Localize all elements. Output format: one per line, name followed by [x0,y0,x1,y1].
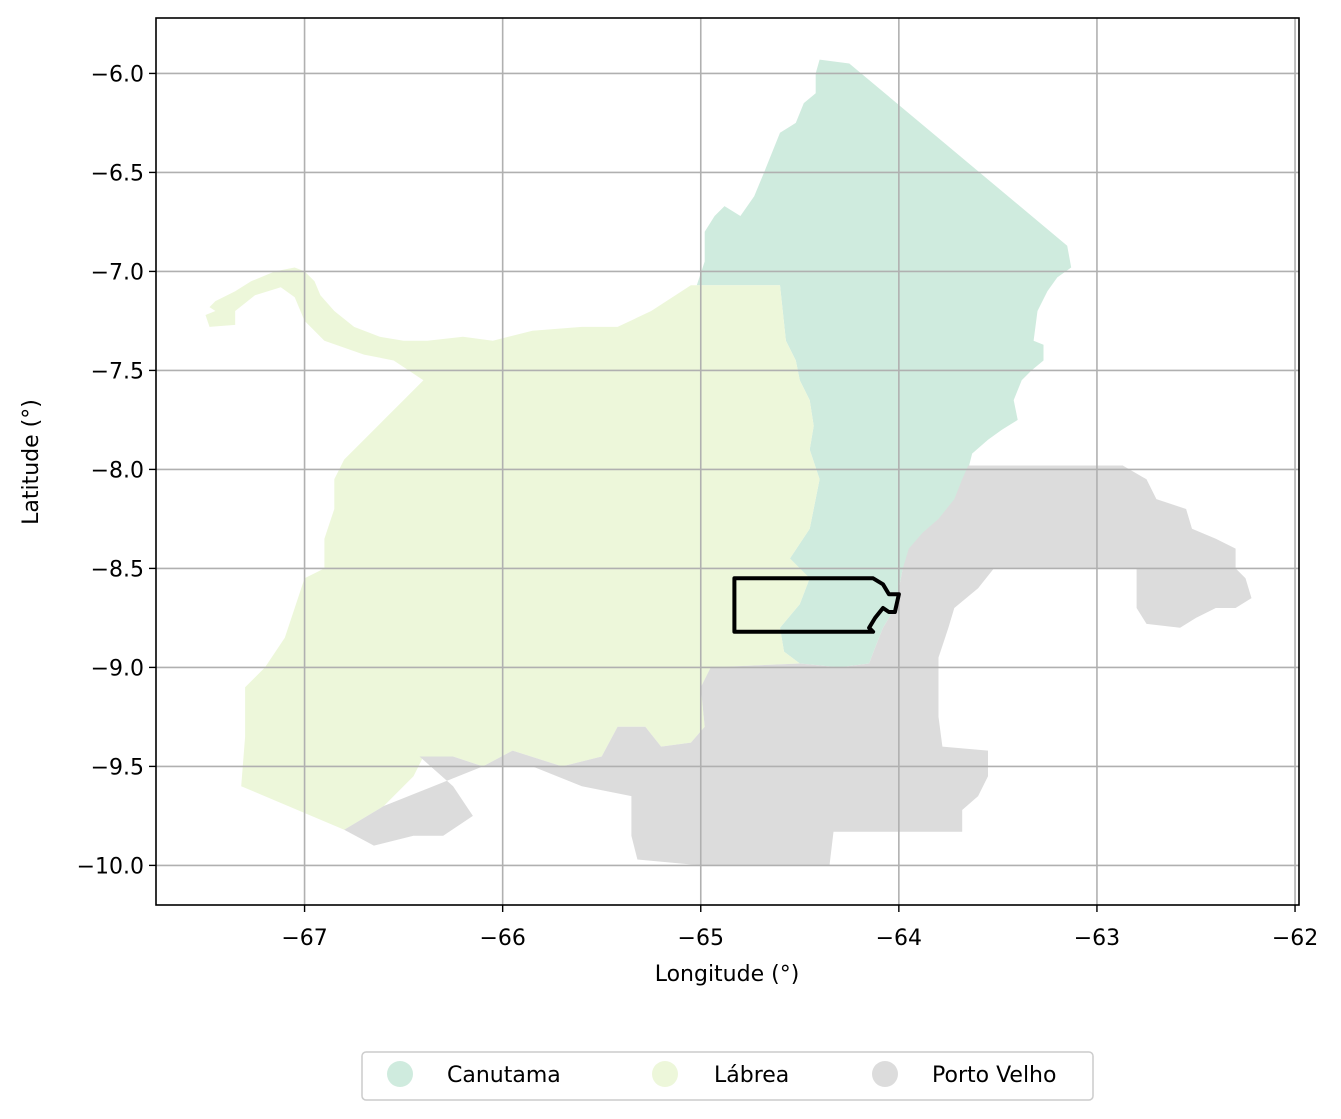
y-tick-label: −7.5 [91,359,144,384]
x-axis: −67 −66 −65 −64 −63 −62 [281,905,1318,951]
x-axis-title: Longitude (°) [655,962,800,987]
y-tick-label: −8.0 [91,458,144,483]
y-tick-label: −9.0 [91,656,144,681]
legend-marker-porto-velho [872,1061,898,1087]
x-tick-label: −62 [1272,926,1318,951]
y-tick-label: −6.5 [91,161,144,186]
y-tick-label: −8.5 [91,557,144,582]
plot-frame [155,17,1300,906]
y-axis: −6.0 −6.5 −7.0 −7.5 −8.0 −8.5 −9.0 −9.5 −10.0 [77,62,156,879]
grid-lines [156,18,1299,905]
legend-box [361,1051,1094,1101]
legend-marker-labrea [652,1061,678,1087]
y-tick-label: −6.0 [91,62,144,87]
region-porto-velho [344,465,1252,866]
y-tick-label: −10.0 [77,854,144,879]
highlight-area [732,576,901,634]
legend-label-porto-velho: Porto Velho [932,1063,1056,1088]
x-tick-label: −64 [876,926,922,951]
legend-marker-canutama [387,1061,413,1087]
legend-label-canutama: Canutama [447,1063,561,1088]
y-tick-label: −7.0 [91,260,144,285]
map-regions [205,59,1252,866]
legend: Canutama Lábrea Porto Velho [361,1051,1094,1101]
y-tick-label: −9.5 [91,755,144,780]
legend-label-labrea: Lábrea [714,1063,789,1088]
x-tick-label: −67 [281,926,327,951]
x-tick-label: −65 [678,926,724,951]
highlight-outline [732,576,901,634]
region-canutama [696,59,1072,668]
y-axis-title: Latitude (°) [19,399,44,525]
x-tick-label: −66 [479,926,525,951]
region-labrea [205,267,820,830]
x-tick-label: −63 [1074,926,1120,951]
